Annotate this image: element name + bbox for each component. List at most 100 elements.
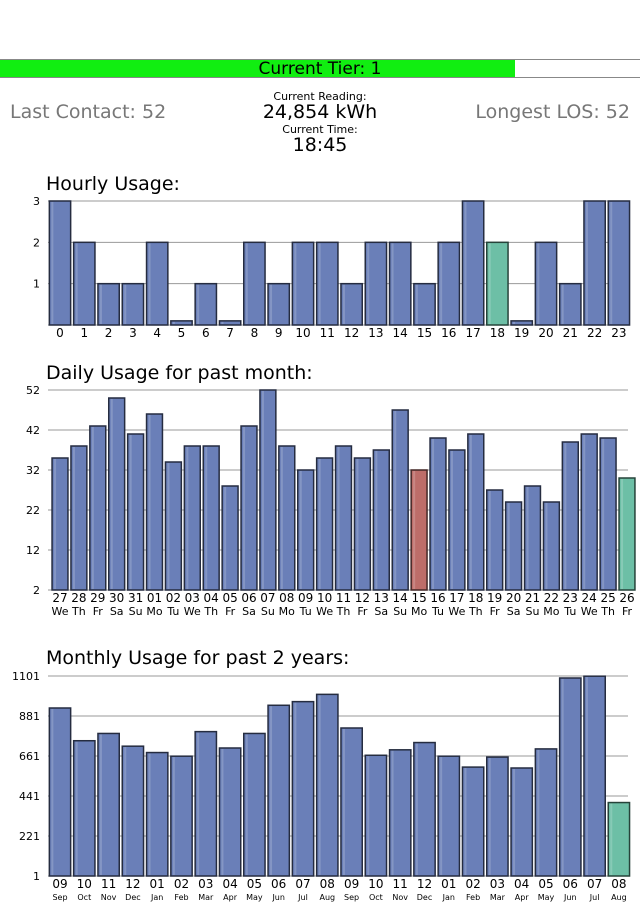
x-tick-label: 27 [52,591,67,605]
bar [534,748,558,877]
x-sub-label: We [52,605,69,618]
bar [461,200,485,326]
bar-shine [148,243,151,324]
y-tick-label: 2 [33,236,40,249]
bar-shine [526,487,529,589]
x-tick-label: 08 [320,877,335,891]
bar [534,241,558,326]
bar [607,200,631,326]
bar-shine [415,284,418,324]
bar [437,241,461,326]
x-sub-label: Tu [299,605,312,618]
x-tick-label: 22 [544,591,559,605]
bar-shine [367,756,370,875]
x-tick-label: 02 [465,877,480,891]
x-tick-label: 11 [336,591,351,605]
bar-shine [99,284,102,324]
x-tick-label: 12 [417,877,432,891]
bar [467,433,485,591]
bar [315,693,339,877]
x-tick-label: 06 [271,877,286,891]
x-tick-label: 20 [538,326,553,340]
bar-shine [585,677,588,875]
bar-shine [537,749,540,875]
x-sub-label: Fr [225,605,236,618]
x-tick-label: 09 [52,877,67,891]
bar [202,445,220,591]
x-sub-label: Th [203,605,218,618]
x-tick-label: 04 [514,877,529,891]
y-tick-label: 1 [33,278,40,291]
bar-shine [413,471,416,589]
x-tick-label: 15 [411,591,426,605]
x-tick-label: 07 [295,877,310,891]
bar [561,441,579,591]
current-time-label: Current Time: [282,123,358,136]
x-tick-label: 9 [275,326,283,340]
bar-shine [186,447,189,589]
bar [194,282,218,326]
bar [413,282,436,326]
bar [51,457,69,591]
last-contact: Last Contact: 52 [10,101,167,123]
bar [89,425,107,591]
x-tick-label: 02 [166,591,181,605]
bar [145,413,164,591]
bar-shine [294,243,297,324]
x-sub-label: Oct [369,893,383,902]
x-sub-label: Sa [374,605,388,618]
bar [410,469,428,591]
bar-shine [450,451,453,589]
y-tick-label: 2 [33,584,40,597]
x-tick-label: 1 [80,326,88,340]
x-tick-label: 26 [619,591,634,605]
bar [108,397,126,591]
bar [486,489,504,591]
bar-shine [148,753,151,875]
bar [315,241,339,326]
bar-shine [167,463,170,589]
x-sub-label: Su [129,605,143,618]
y-tick-label: 32 [26,464,40,477]
bar-shine [585,202,588,324]
bar-shine [367,243,370,324]
bar [297,469,315,591]
bar-shine [391,243,394,324]
x-tick-label: 10 [77,877,92,891]
bar-shine [75,741,78,875]
x-tick-label: 21 [563,326,578,340]
x-tick-label: 13 [368,326,383,340]
bar-shine [124,747,127,875]
x-sub-label: Jan [150,893,163,902]
x-tick-label: 7 [226,326,234,340]
bar [240,425,258,591]
bar [70,445,88,591]
x-tick-label: 21 [525,591,540,605]
y-tick-label: 52 [26,384,40,397]
bar-shine [243,427,246,589]
bar-shine [172,757,175,875]
x-tick-label: 01 [150,877,165,891]
x-sub-label: Th [468,605,483,618]
bar-shine [221,321,224,324]
x-sub-label: Tu [166,605,179,618]
bar [486,756,509,877]
x-tick-label: 29 [90,591,105,605]
x-tick-label: 08 [611,877,626,891]
x-sub-label: Jul [589,893,600,902]
bar [126,433,145,591]
bar [364,754,388,877]
x-sub-label: Th [71,605,86,618]
bar-shine [610,803,613,875]
bar [170,755,193,877]
bar-shine [415,743,418,875]
bar [504,501,523,591]
bar-shine [469,435,472,589]
bar-shine [391,750,394,875]
x-tick-label: 30 [109,591,124,605]
x-tick-label: 03 [490,877,505,891]
x-tick-label: 28 [71,591,86,605]
x-sub-label: Apr [515,893,530,902]
y-tick-label: 661 [19,750,40,763]
